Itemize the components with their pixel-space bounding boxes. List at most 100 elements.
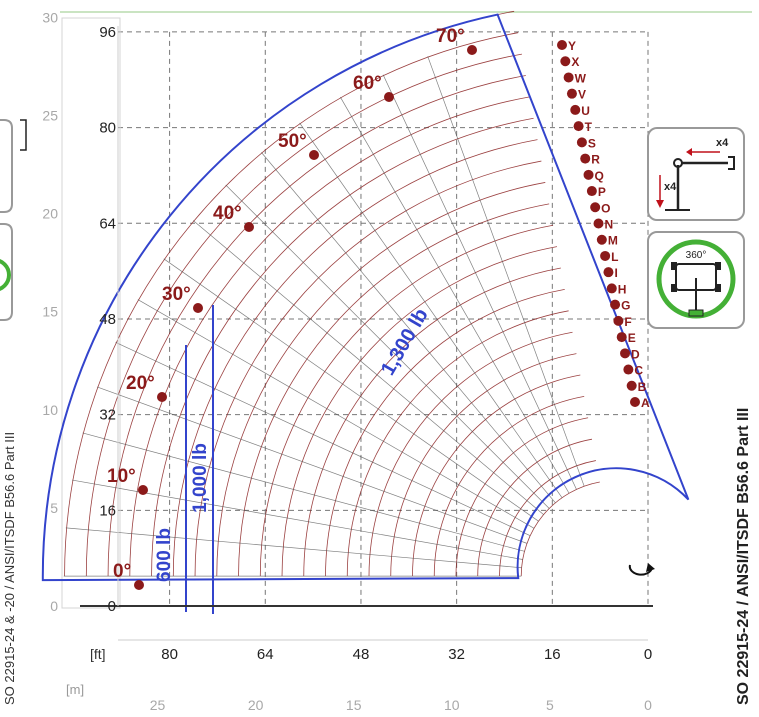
left-card-partial-2 (0, 223, 13, 321)
x-tick-m: 25 (150, 697, 166, 713)
y-tick-m: 15 (42, 304, 58, 320)
y-tick-ft: 16 (99, 502, 116, 519)
y-tick-ft: 64 (99, 215, 116, 232)
extension-arc (303, 267, 561, 577)
extension-letter: Y (568, 39, 576, 53)
extension-marker (560, 56, 571, 67)
angle-ray (163, 258, 539, 522)
wheel-icon (671, 284, 677, 292)
outrigger-lower-arrowhead-icon (656, 200, 664, 208)
extension-letter: X (571, 55, 579, 69)
extension-letter: I (614, 266, 617, 280)
angle-marker (309, 150, 319, 160)
extension-letter: U (581, 104, 590, 118)
extension-arc (85, 53, 522, 577)
rotation-arrow-icon (646, 563, 655, 572)
left-bracket-icon (20, 119, 27, 151)
load-envelope (41, 13, 690, 582)
extension-marker (626, 380, 637, 391)
extension-marker (570, 104, 581, 115)
extension-arc (412, 374, 581, 577)
extension-marker (606, 283, 617, 294)
left-card-partial (0, 119, 13, 213)
outrigger-card (647, 127, 745, 221)
outrigger-x4-label-2: x4 (664, 181, 677, 193)
y-tick-m: 0 (50, 598, 58, 614)
extension-arc (281, 246, 558, 577)
left-standard-text: SO 22915-24 & -20 / ANSI/ITSDF B56.6 Par… (2, 432, 17, 705)
extension-arc (433, 395, 585, 577)
extension-marker (583, 169, 594, 180)
extension-letter: Q (595, 169, 604, 183)
x-tick-ft: 32 (448, 646, 465, 663)
extension-marker (557, 40, 567, 50)
extension-letter: S (588, 136, 596, 150)
x-tick-ft: 16 (544, 646, 561, 663)
y-tick-m: 25 (42, 108, 58, 124)
y-tick-m: 20 (42, 206, 58, 222)
extension-arc (107, 75, 526, 577)
extension-arc (238, 203, 550, 577)
extension-arc (172, 139, 538, 577)
extension-arc (346, 310, 569, 577)
extension-letter: T (585, 120, 593, 134)
extension-arc (259, 224, 554, 577)
extension-marker (603, 267, 614, 278)
extension-arc (151, 117, 534, 577)
angle-ray (72, 479, 523, 560)
extension-letter: H (618, 282, 627, 296)
angle-ray (96, 386, 528, 544)
angle-label: 70° (436, 26, 465, 47)
x-tick-ft: 64 (257, 646, 274, 663)
angle-ray (427, 56, 585, 487)
extension-letter: P (598, 185, 606, 199)
extension-letter: W (575, 71, 587, 85)
outrigger-pad-icon (728, 156, 735, 170)
extension-letter: C (634, 364, 643, 378)
rotation-icon (628, 564, 653, 576)
extension-arc (216, 182, 546, 577)
extension-arc (64, 32, 519, 577)
angle-ray (340, 96, 570, 494)
angle-marker (244, 222, 254, 232)
angle-ray (299, 122, 563, 498)
extension-marker (590, 202, 601, 213)
extension-marker (616, 332, 627, 343)
load-zone-label: 600 lb (154, 528, 175, 582)
extension-letter: R (591, 153, 600, 167)
rotation-360-label: 360° (686, 250, 707, 261)
angle-marker (467, 45, 477, 55)
extension-marker (573, 121, 584, 132)
x-tick-ft: 80 (161, 646, 178, 663)
angle-label: 0° (113, 561, 131, 582)
extension-arc (477, 438, 593, 577)
angle-marker (193, 303, 203, 313)
extension-arc (520, 481, 600, 577)
extension-marker (623, 364, 634, 375)
extension-marker (593, 218, 604, 229)
angle-label: 60° (353, 73, 382, 94)
angle-label: 50° (278, 131, 307, 152)
y-tick-m: 5 (50, 500, 58, 516)
extension-letter: M (608, 234, 618, 248)
extension-marker (613, 315, 624, 326)
angle-marker (384, 92, 394, 102)
extension-arc (390, 353, 577, 577)
extension-marker (600, 250, 611, 261)
extension-marker (576, 137, 587, 148)
load-zone-label: 1,000 lb (190, 443, 211, 513)
extension-arc (368, 331, 573, 577)
left-green-ring-icon (0, 259, 11, 291)
x-tick-ft: 0 (644, 646, 652, 663)
extension-letter: A (641, 396, 650, 410)
extension-letter: D (631, 347, 640, 361)
extension-marker (586, 186, 597, 197)
wheel-icon (715, 284, 721, 292)
extension-letter: G (621, 299, 630, 313)
wheel-icon (671, 262, 677, 270)
extension-letter: N (605, 218, 614, 232)
angle-ray (82, 432, 525, 552)
y-tick-ft: 96 (99, 24, 116, 41)
x-tick-ft: 48 (353, 646, 370, 663)
